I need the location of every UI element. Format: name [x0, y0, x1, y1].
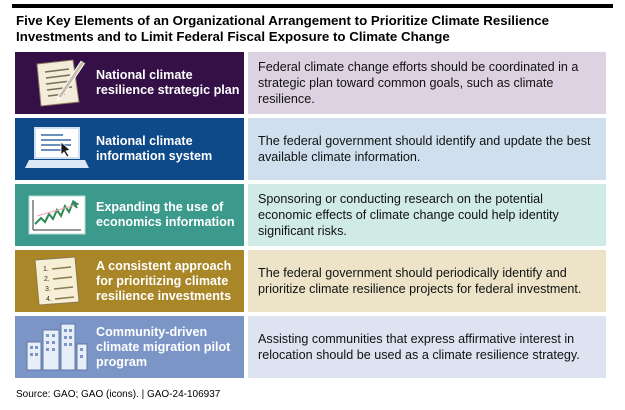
title-line-2: Investments and to Limit Federal Fiscal …	[16, 29, 450, 44]
element-description-cell: Assisting communities that express affir…	[248, 316, 606, 378]
laptop-cursor-icon	[25, 127, 89, 168]
list-number: 4.	[46, 296, 52, 303]
element-description-cell: The federal government should periodical…	[248, 250, 606, 312]
element-row-migration-pilot: Community-driven climate migration pilot…	[15, 316, 606, 378]
element-label: Community-driven climate migration pilot…	[96, 324, 231, 369]
element-description: Federal climate change efforts should be…	[258, 60, 579, 106]
element-label: Expanding the use of economics informati…	[96, 200, 235, 229]
element-label-cell: Expanding the use of economics informati…	[15, 184, 244, 246]
element-row-strategic-plan: National climate resilience strategic pl…	[15, 52, 606, 114]
element-row-prioritizing-approach: 1. 2. 3. 4. A consistent approach for pr…	[15, 250, 606, 312]
page-title: Five Key Elements of an Organizational A…	[16, 13, 616, 45]
title-line-1: Five Key Elements of an Organizational A…	[16, 13, 550, 28]
title-rule	[12, 4, 613, 8]
element-label-cell: 1. 2. 3. 4. A consistent approach for pr…	[15, 250, 244, 312]
document-pen-icon	[36, 59, 86, 107]
element-label: A consistent approach for prioritizing c…	[96, 258, 232, 303]
element-label: National climate resilience strategic pl…	[96, 68, 240, 97]
element-label-cell: National climate information system	[15, 118, 244, 180]
element-description-cell: Federal climate change efforts should be…	[248, 52, 606, 114]
element-description-cell: Sponsoring or conducting research on the…	[248, 184, 606, 246]
numbered-list-icon: 1. 2. 3. 4.	[34, 256, 80, 306]
element-description: Sponsoring or conducting research on the…	[258, 192, 559, 238]
element-label: National climate information system	[96, 134, 213, 163]
elements-table: National climate resilience strategic pl…	[15, 52, 606, 382]
element-description-cell: The federal government should identify a…	[248, 118, 606, 180]
list-number: 2.	[44, 276, 50, 283]
line-chart-icon	[28, 195, 86, 235]
element-row-economics-information: Expanding the use of economics informati…	[15, 184, 606, 246]
list-number: 1.	[43, 266, 49, 273]
buildings-icon	[26, 323, 88, 371]
element-description: The federal government should periodical…	[258, 266, 582, 296]
element-description: The federal government should identify a…	[258, 134, 591, 164]
list-number: 3.	[45, 286, 51, 293]
element-row-information-system: National climate information system The …	[15, 118, 606, 180]
element-label-cell: Community-driven climate migration pilot…	[15, 316, 244, 378]
element-label-cell: National climate resilience strategic pl…	[15, 52, 244, 114]
source-note: Source: GAO; GAO (icons). | GAO-24-10693…	[16, 389, 221, 400]
element-description: Assisting communities that express affir…	[258, 332, 580, 362]
